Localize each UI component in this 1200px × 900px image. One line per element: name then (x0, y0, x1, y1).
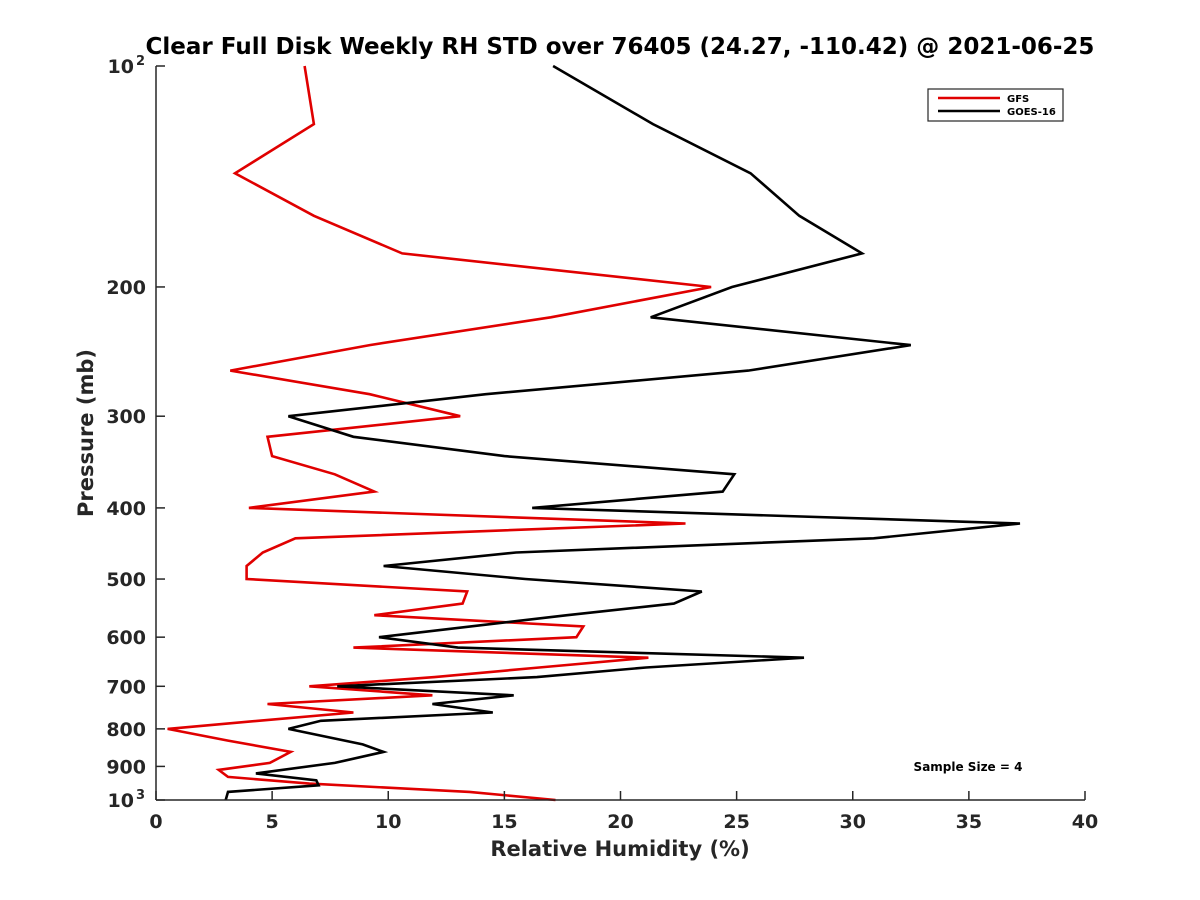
y-tick-label: 200 (106, 277, 146, 299)
legend-label-gfs: GFS (1007, 94, 1029, 105)
series-layer (167, 64, 1021, 802)
x-tick-label: 0 (149, 811, 162, 833)
x-tick-label: 10 (375, 811, 401, 833)
x-tick-label: 35 (956, 811, 982, 833)
x-tick-label: 40 (1072, 811, 1098, 833)
x-tick-label: 30 (840, 811, 866, 833)
x-tick-label: 25 (723, 811, 749, 833)
x-tick-label: 15 (491, 811, 517, 833)
x-axis-label: Relative Humidity (%) (490, 837, 749, 861)
series-line-goes-16 (224, 64, 1021, 801)
series-line-gfs (167, 65, 712, 802)
sample-size-annotation: Sample Size = 4 (914, 760, 1023, 774)
y-tick-label: 10 (108, 56, 134, 78)
y-axis-label: Pressure (mb) (74, 349, 98, 517)
y-tick-exponent: 2 (136, 54, 145, 69)
x-ticks: 0 5 10 15 20 25 30 35 40 (149, 791, 1098, 833)
legend-label-goes-16: GOES-16 (1007, 107, 1056, 118)
legend: GFS GOES-16 (927, 88, 1064, 122)
x-tick-label: 20 (607, 811, 633, 833)
y-tick-label: 700 (106, 676, 146, 698)
y-tick-label: 300 (106, 406, 146, 428)
y-tick-exponent: 3 (136, 788, 145, 803)
y-tick-label: 600 (106, 627, 146, 649)
x-tick-label: 5 (266, 811, 279, 833)
y-tick-label: 900 (106, 756, 146, 778)
y-tick-label: 400 (106, 498, 146, 520)
y-tick-label: 800 (106, 719, 146, 741)
plot-area: 0 5 10 15 20 25 30 35 40 10 220030040050060070080… (106, 54, 1098, 833)
y-tick-label: 500 (106, 569, 146, 591)
legend-box (927, 88, 1064, 122)
chart-title: Clear Full Disk Weekly RH STD over 76405… (146, 34, 1095, 60)
y-tick-label: 10 (108, 790, 134, 812)
